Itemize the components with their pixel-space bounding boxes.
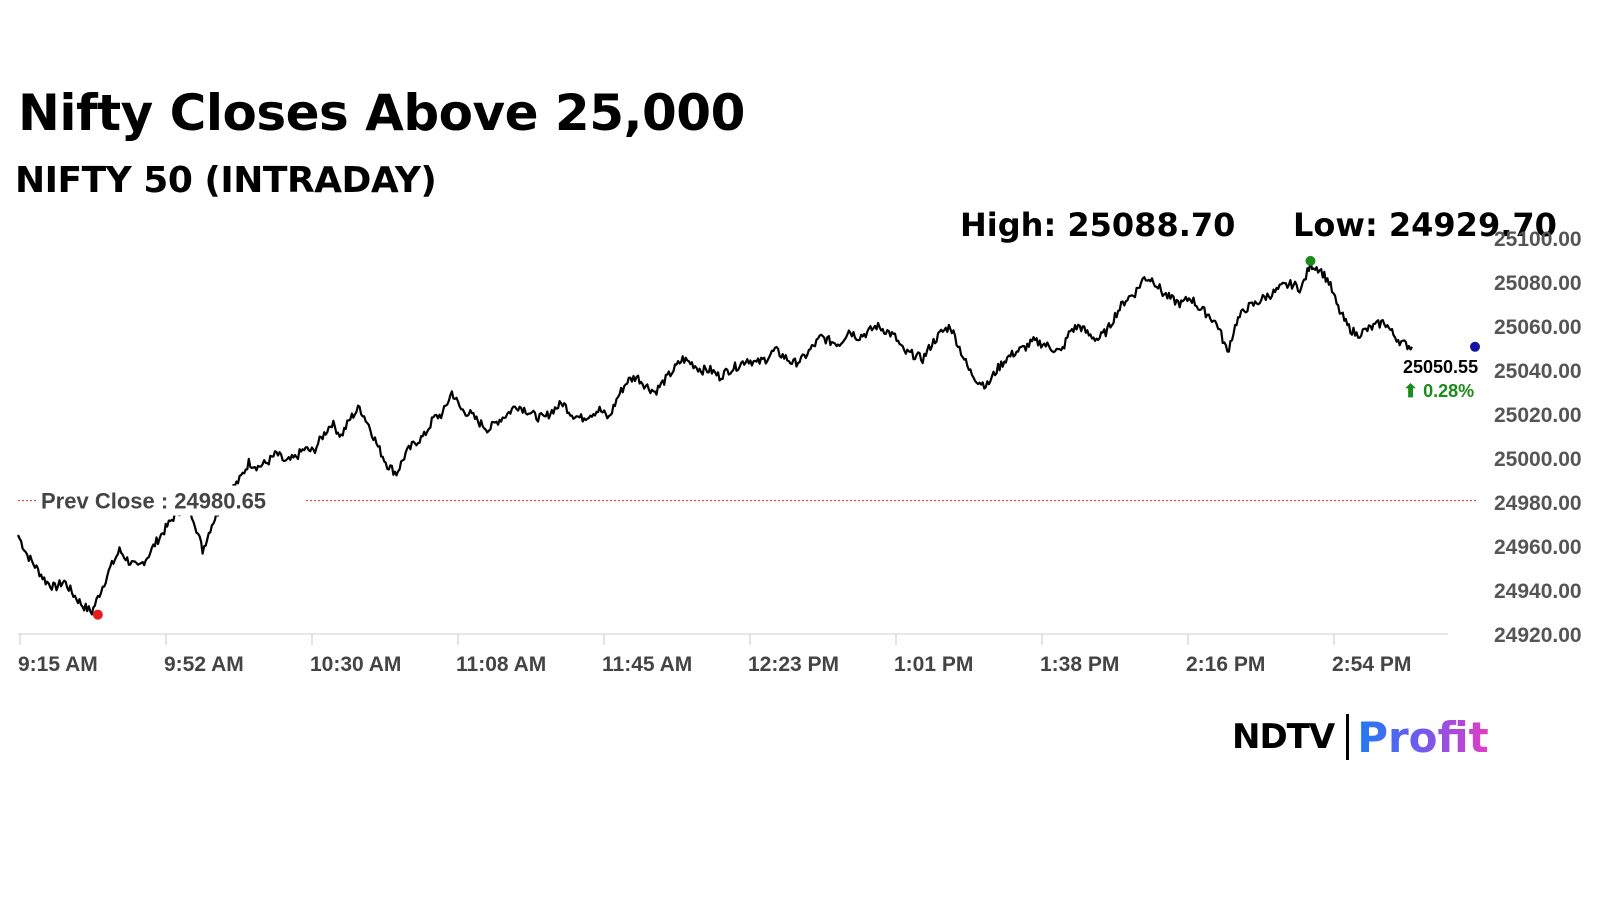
logo-divider xyxy=(1346,714,1350,760)
price-line xyxy=(16,259,1413,616)
ndtv-profit-logo: NDTV Profit xyxy=(1232,712,1489,762)
x-tick-label: 2:54 PM xyxy=(1332,653,1411,676)
chart-title: Nifty Closes Above 25,000 xyxy=(18,84,745,142)
x-tick-label: 11:45 AM xyxy=(602,653,692,676)
y-tick-label: 24980.00 xyxy=(1494,492,1582,515)
last-price-marker xyxy=(1470,341,1480,352)
high-marker xyxy=(1305,255,1316,266)
last-price-label: 25050.55 xyxy=(1403,357,1478,377)
x-tick-label: 2:16 PM xyxy=(1186,653,1265,676)
y-tick-label: 25020.00 xyxy=(1494,404,1582,427)
x-tick-label: 9:52 AM xyxy=(164,653,244,676)
y-tick-label: 25000.00 xyxy=(1494,448,1582,471)
x-tick-label: 1:01 PM xyxy=(894,653,973,676)
logo-profit-text: Profit xyxy=(1357,712,1489,762)
prev-close-label: Prev Close : 24980.65 xyxy=(41,489,266,514)
low-marker xyxy=(92,609,103,620)
day-high-label: High: 25088.70 xyxy=(960,206,1236,244)
x-tick-label: 12:23 PM xyxy=(748,653,839,676)
logo-ndtv-text: NDTV xyxy=(1232,717,1335,757)
y-tick-label: 24940.00 xyxy=(1494,580,1582,603)
y-tick-label: 25060.00 xyxy=(1494,316,1582,339)
x-tick-label: 11:08 AM xyxy=(456,653,546,676)
y-tick-label: 25040.00 xyxy=(1494,360,1582,383)
change-percent-label: ⬆ 0.28% xyxy=(1403,381,1474,401)
y-tick-label: 24920.00 xyxy=(1494,624,1582,647)
y-tick-label: 25100.00 xyxy=(1494,228,1582,251)
prev-close-label-bg xyxy=(36,485,304,516)
x-tick-label: 1:38 PM xyxy=(1040,653,1119,676)
chart-subtitle: NIFTY 50 (INTRADAY) xyxy=(15,160,437,201)
y-tick-label: 25080.00 xyxy=(1494,272,1582,295)
x-tick-label: 10:30 AM xyxy=(310,653,401,676)
day-low-label: Low: 24929.70 xyxy=(1293,206,1557,244)
x-tick-label: 9:15 AM xyxy=(18,653,98,676)
y-tick-label: 24960.00 xyxy=(1494,536,1582,559)
